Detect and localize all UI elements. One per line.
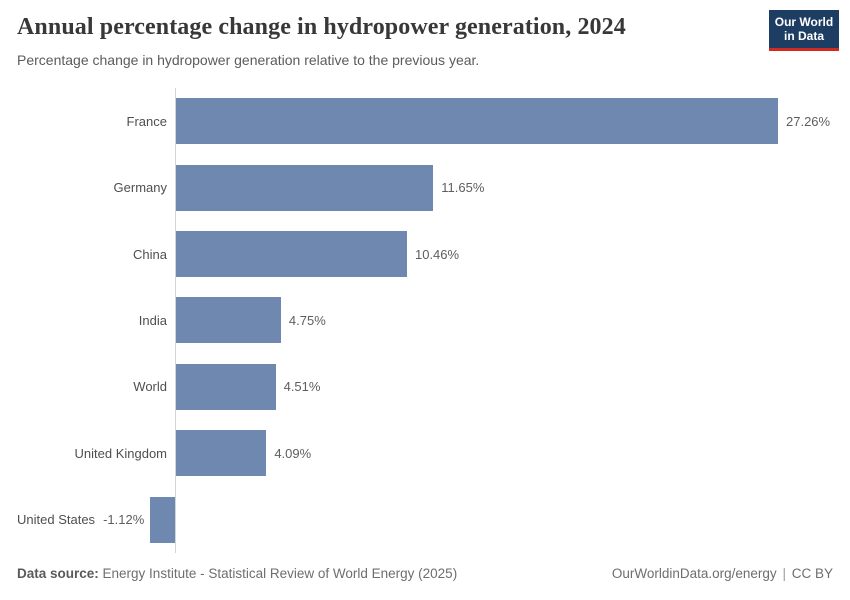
- category-label: United States: [17, 512, 96, 528]
- bar: [176, 430, 267, 477]
- value-label: 11.65%: [441, 180, 485, 196]
- bar: [176, 231, 407, 278]
- chart-footer: Data source: Energy Institute - Statisti…: [17, 566, 833, 581]
- y-axis-line: [175, 88, 176, 553]
- footer-separator: |: [782, 566, 786, 581]
- bar-row: United Kingdom 4.09%: [0, 420, 850, 486]
- bar-row: United States -1.12%: [0, 487, 850, 553]
- value-label: 10.46%: [414, 246, 460, 262]
- data-source: Data source: Energy Institute - Statisti…: [17, 566, 457, 581]
- category-label: Germany: [113, 180, 167, 196]
- bar-row: India 4.75%: [0, 287, 850, 353]
- value-label: -1.12%: [103, 512, 145, 528]
- footer-right: OurWorldinData.org/energy | CC BY: [612, 566, 833, 581]
- bar-chart: France 27.26% Germany 11.65% China 10.46% Indi…: [0, 88, 850, 553]
- value-label: 4.09%: [274, 445, 312, 461]
- chart-subtitle: Percentage change in hydropower generati…: [17, 52, 480, 68]
- value-label: 27.26%: [786, 113, 831, 129]
- category-label: China: [133, 246, 167, 262]
- category-label: United Kingdom: [74, 445, 168, 461]
- bar: [150, 496, 175, 543]
- negative-label-group: United States -1.12%: [0, 497, 144, 543]
- owid-link[interactable]: OurWorldinData.org/energy: [611, 566, 777, 581]
- bar: [176, 164, 434, 211]
- bar: [176, 297, 281, 344]
- owid-logo-line2: in Data: [783, 29, 824, 43]
- bar: [176, 98, 778, 145]
- category-label: India: [138, 312, 167, 328]
- bar-row: Germany 11.65%: [0, 154, 850, 220]
- value-label: 4.75%: [288, 312, 326, 328]
- data-source-label: Data source:: [17, 566, 99, 581]
- data-source-text: Energy Institute - Statistical Review of…: [98, 566, 458, 581]
- bar-row: World 4.51%: [0, 354, 850, 420]
- owid-logo: Our World in Data: [769, 10, 839, 51]
- owid-logo-line1: Our World: [774, 15, 834, 29]
- license-label: CC BY: [791, 566, 833, 581]
- bar: [176, 363, 276, 410]
- value-label: 4.51%: [283, 379, 321, 395]
- bar-row: China 10.46%: [0, 221, 850, 287]
- bar-row: France 27.26%: [0, 88, 850, 154]
- chart-title: Annual percentage change in hydropower g…: [17, 14, 626, 40]
- category-label: World: [133, 379, 167, 395]
- category-label: France: [126, 113, 167, 129]
